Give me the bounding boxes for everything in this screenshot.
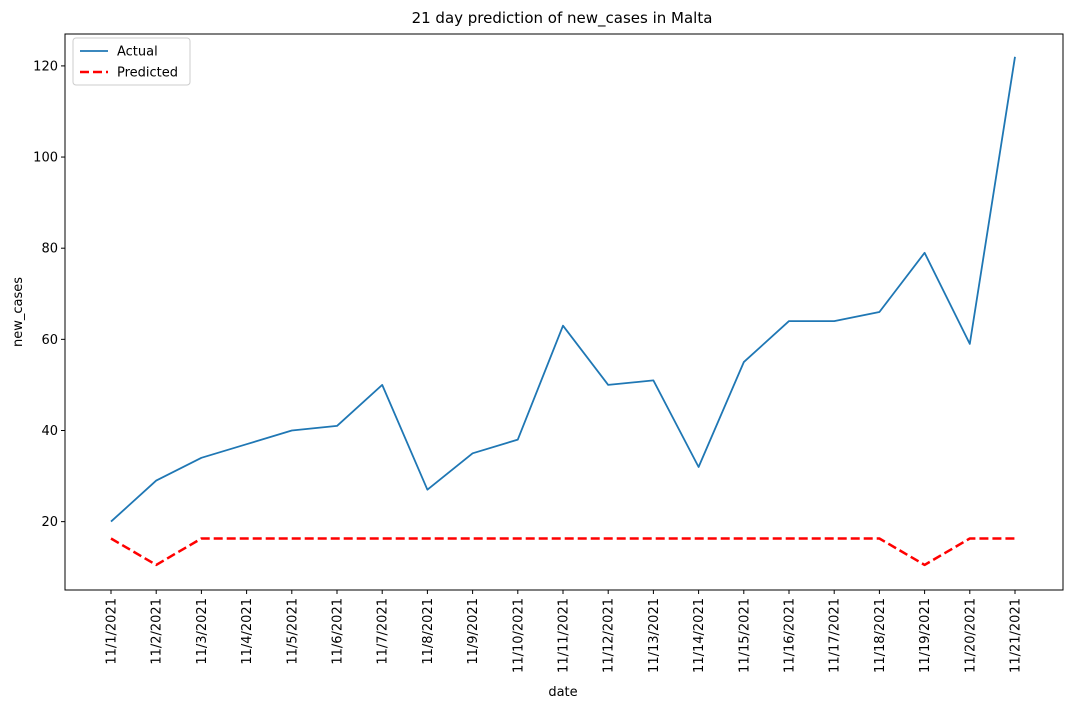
y-axis: 20 40 60 80 100 120 [33,59,65,530]
x-tick-label: 11/15/2021 [737,598,752,673]
x-tick-label: 11/9/2021 [466,598,481,665]
x-tick-label: 11/20/2021 [963,598,978,673]
y-tick-label: 120 [33,59,58,74]
x-axis-label: date [548,685,577,700]
legend: Actual Predicted [72,37,191,86]
x-tick-label: 11/8/2021 [421,598,436,665]
chart-title: 21 day prediction of new_cases in Malta [412,9,713,28]
x-tick-label: 11/2/2021 [150,598,165,665]
y-tick-label: 20 [41,515,58,530]
plot-area [110,56,1016,567]
x-tick-label: 11/13/2021 [647,598,662,673]
x-tick-label: 11/21/2021 [1009,598,1024,673]
series-line-actual [110,56,1016,523]
legend-box [72,37,191,86]
x-tick-label: 11/11/2021 [557,598,572,673]
y-axis-label: new_cases [11,277,26,347]
x-tick-label: 11/1/2021 [105,598,120,665]
x-tick-label: 11/14/2021 [692,598,707,673]
x-tick-label: 11/5/2021 [285,598,300,665]
x-tick-label: 11/3/2021 [195,598,210,665]
x-tick-label: 11/18/2021 [873,598,888,673]
x-tick-label: 11/16/2021 [783,598,798,673]
x-tick-label: 11/7/2021 [376,598,391,665]
legend-label-predicted: Predicted [117,66,178,81]
x-tick-label: 11/4/2021 [240,598,255,665]
y-tick-label: 40 [41,424,58,439]
legend-label-actual: Actual [117,45,158,60]
y-tick-label: 100 [33,151,58,166]
x-tick-label: 11/6/2021 [331,598,346,665]
x-tick-label: 11/10/2021 [511,598,526,673]
x-tick-label: 11/17/2021 [828,598,843,673]
y-tick-label: 80 [41,242,58,257]
y-tick-label: 60 [41,333,58,348]
x-tick-label: 11/19/2021 [918,598,933,673]
plot-frame [64,33,1064,591]
series-line-predicted [110,537,1015,567]
x-tick-label: 11/12/2021 [602,598,617,673]
x-axis: 11/1/2021 11/2/2021 11/3/2021 11/4/2021 11/5… [105,590,1024,673]
